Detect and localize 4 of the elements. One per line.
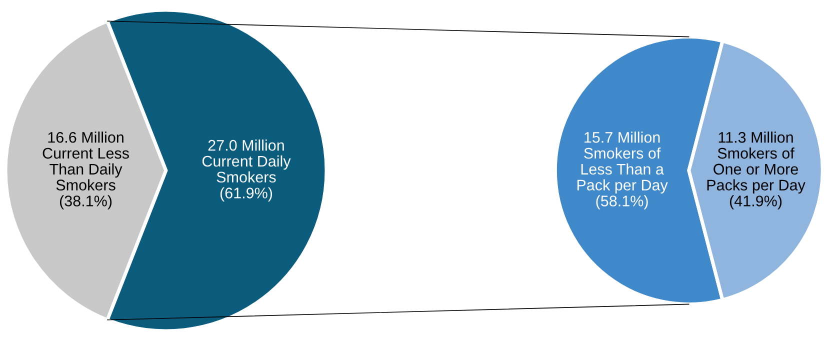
slice-label: 16.6 Million Current Less Than Daily Smokers (38.1%) (42, 132, 129, 210)
slice-label: 11.3 Million Smokers of One or More Packs per Day (41.9%) (707, 132, 806, 210)
slice-label: 15.7 Million Smokers of Less Than a Pack per Day (58.1%) (577, 132, 668, 210)
slice-label: 27.0 Million Current Daily Smokers (61.9%) (202, 140, 291, 202)
